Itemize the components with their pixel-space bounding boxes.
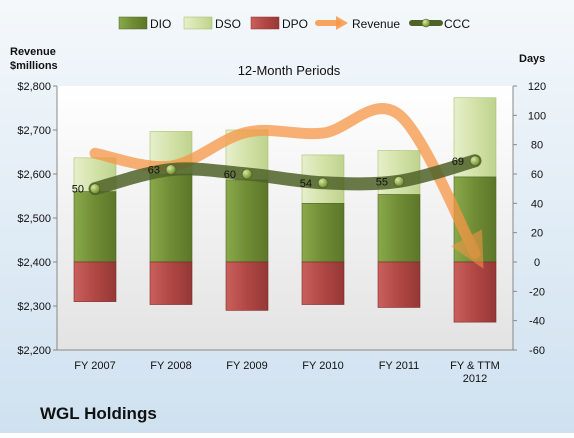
ccc-data-label: 50 [72,184,84,196]
legend-swatch-dpo [250,16,280,30]
category-labels: FY 2007 FY 2008 FY 2009 FY 2010 FY 2011 FY & … [74,360,500,385]
legend-label-dso: DSO [215,17,241,31]
bar-dpo [225,261,269,311]
bar-dpo [453,261,497,323]
left-axis-title-line2: $millions [10,60,58,72]
right-tick-label: -60 [529,345,545,357]
category-label: FY 2010 [302,360,343,372]
left-tick-label: $2,700 [17,125,51,137]
bar-dio [225,179,269,263]
legend: DIO DSO DPO Revenue CCC [118,16,470,31]
right-tick-label: 80 [531,140,543,152]
left-axis-ticks: $2,200 $2,300 $2,400 $2,500 $2,600 $2,700 $2,8… [17,81,57,357]
left-tick-label: $2,600 [17,169,51,181]
company-name: WGL Holdings [40,404,157,423]
legend-swatch-dso [183,16,213,30]
legend-label-dpo: DPO [282,17,308,31]
bar-dpo [149,261,193,305]
legend-swatch-revenue [315,16,348,30]
category-label: FY & TTM 2012 [450,360,500,385]
plot-area [57,86,513,350]
legend-label-revenue: Revenue [352,17,400,31]
right-axis-ticks: -60 -40 -20 0 20 40 60 80 100 120 [513,81,546,357]
ccc-point [89,183,101,195]
left-tick-label: $2,400 [17,257,51,269]
bar-dpo [73,261,117,302]
legend-swatch-ccc [409,18,443,28]
ccc-data-label: 63 [148,165,160,177]
bar-dio [73,191,117,263]
ccc-point [393,175,405,187]
category-label: FY 2009 [226,360,267,372]
bar-dpo [377,261,421,308]
ccc-data-label: 55 [376,176,388,188]
left-tick-label: $2,200 [17,345,51,357]
right-tick-label: 20 [531,228,543,240]
ccc-data-label: 60 [224,169,236,181]
bar-dio [149,173,193,263]
category-label: FY 2008 [150,360,191,372]
legend-label-ccc: CCC [444,17,470,31]
ccc-series: 50 63 60 54 55 69 [72,154,482,196]
right-tick-label: 100 [528,110,546,122]
right-tick-label: 40 [531,198,543,210]
right-tick-label: 120 [528,81,546,93]
ccc-point [241,168,253,180]
bar-dpo [301,261,345,305]
ccc-line [88,154,482,196]
right-axis-title: Days [519,53,545,65]
ccc-data-label: 54 [300,178,312,190]
chart-title: 12-Month Periods [238,63,341,78]
ccc-point [317,177,329,189]
right-tick-label: 0 [534,257,540,269]
category-label-line: FY & TTM [450,360,500,372]
right-tick-label: 60 [531,169,543,181]
category-label: FY 2007 [74,360,115,372]
ccc-data-label: 69 [452,156,464,168]
ccc-point [469,155,481,167]
right-tick-label: -20 [529,286,545,298]
category-label-line: 2012 [463,373,487,385]
bar-dio [301,203,345,263]
legend-swatch-dio [118,16,148,30]
left-tick-label: $2,300 [17,301,51,313]
bar-dio [377,194,421,263]
left-tick-label: $2,500 [17,213,51,225]
ccc-point [165,164,177,176]
left-axis-title-line1: Revenue [10,46,56,58]
category-label: FY 2011 [379,360,420,372]
right-tick-label: -40 [529,316,545,328]
legend-label-dio: DIO [150,17,171,31]
left-tick-label: $2,800 [17,81,51,93]
